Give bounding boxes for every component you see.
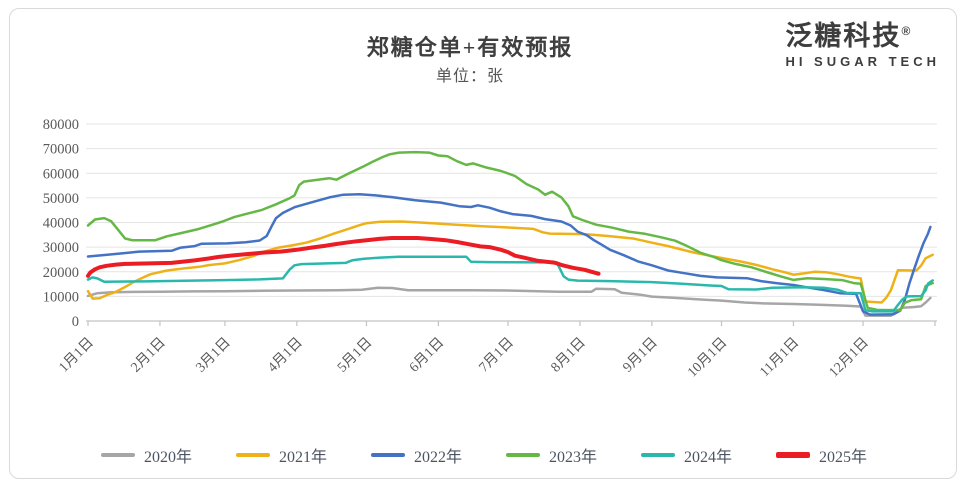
y-tick-label: 20000 (43, 265, 79, 281)
legend-swatch (370, 453, 405, 457)
series-line-2021年 (86, 220, 934, 304)
x-tick-label: 6月1日 (406, 335, 447, 376)
hi-sugar-tech-logo: 泛糖科技® HI SUGAR TECH (785, 16, 940, 69)
legend-item-2022年: 2022年 (370, 443, 462, 467)
x-tick-label: 12月1日 (826, 335, 872, 381)
legend-label: 2023年 (549, 449, 598, 466)
legend-swatch (641, 453, 676, 457)
y-tick-label: 0 (72, 314, 79, 330)
legend-item-2021年: 2021年 (235, 443, 327, 467)
legend-swatch (776, 452, 811, 458)
x-tick-label: 2月1日 (128, 335, 169, 376)
y-tick-label: 60000 (43, 166, 79, 182)
registered-trademark-icon: ® (901, 24, 913, 38)
y-tick-label: 80000 (43, 117, 79, 133)
x-tick-label: 9月1日 (620, 335, 661, 376)
x-tick-label: 4月1日 (265, 335, 306, 376)
y-tick-label: 30000 (43, 240, 79, 256)
y-tick-label: 50000 (43, 191, 79, 207)
series-line-2025年 (86, 236, 601, 278)
legend-item-2023年: 2023年 (506, 443, 597, 467)
series-line-2024年 (86, 255, 934, 313)
legend-item-2020年: 2020年 (100, 443, 192, 467)
logo-chinese-text: 泛糖科技® (785, 21, 913, 51)
x-tick-label: 11月1日 (757, 335, 803, 381)
series-line-2022年 (86, 192, 932, 316)
x-tick-label: 10月1日 (684, 335, 730, 381)
chart-card (9, 8, 957, 479)
x-tick-label: 1月1日 (56, 335, 97, 376)
x-tick-label: 8月1日 (548, 335, 589, 376)
y-tick-label: 40000 (43, 216, 79, 232)
legend-item-2025年: 2025年 (776, 443, 867, 467)
legend-swatch (100, 453, 135, 457)
x-tick-label: 5月1日 (334, 335, 375, 376)
legend-label: 2021年 (278, 449, 327, 466)
chart-legend: 2020年 2021年 2022年 2023年 2024年 2025年 (0, 443, 968, 467)
y-tick-label: 70000 (43, 142, 79, 158)
chart-title: 郑糖仓单+有效预报 (366, 35, 574, 60)
legend-label: 2024年 (684, 449, 733, 466)
chart-unit-label: 单位：张 (435, 68, 504, 85)
logo-english-text: HI SUGAR TECH (785, 54, 940, 69)
legend-swatch (506, 453, 540, 457)
series-line-2023年 (86, 150, 934, 312)
x-tick-label: 3月1日 (193, 335, 234, 376)
legend-item-2024年: 2024年 (641, 443, 732, 467)
series-line-2020年 (86, 286, 932, 318)
legend-label: 2025年 (819, 449, 868, 466)
x-tick-label: 7月1日 (476, 335, 517, 376)
y-tick-label: 10000 (43, 289, 79, 305)
legend-label: 2022年 (413, 449, 462, 466)
legend-label: 2020年 (143, 449, 192, 466)
legend-swatch (235, 453, 270, 457)
